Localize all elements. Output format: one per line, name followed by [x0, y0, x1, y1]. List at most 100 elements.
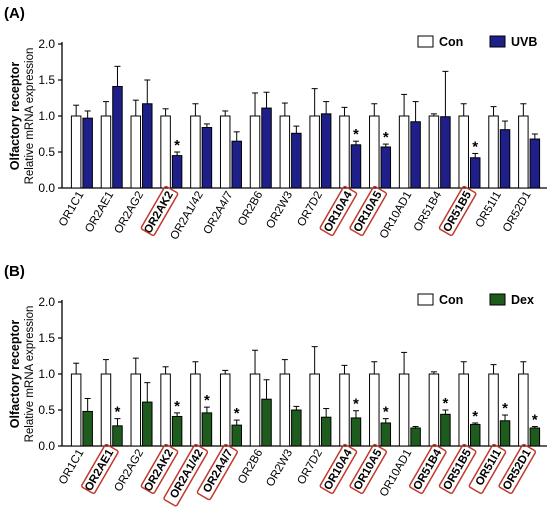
x-tick-label: OR7D2 [295, 190, 325, 229]
y-axis-subtitle: Relative mRNA expression [24, 306, 36, 443]
y-axis-title: Olfactory receptor [8, 320, 22, 429]
bar [171, 155, 183, 189]
highlight-box [349, 185, 388, 237]
y-tick-label: 0.0 [38, 439, 55, 453]
significance-marker: * [502, 400, 508, 417]
bar [160, 115, 171, 189]
legend-label: Con [439, 293, 463, 307]
bar [70, 115, 82, 189]
bar [261, 107, 272, 189]
highlight-box [409, 443, 447, 495]
x-tick-label: OR51I1 [474, 190, 504, 230]
highlight-box [140, 443, 179, 495]
y-tick-label: 1.0 [38, 367, 55, 381]
bar [100, 373, 112, 447]
significance-marker: * [174, 398, 180, 415]
chart-panel-b: (B) Olfactory receptor Relative mRNA expre… [4, 263, 547, 507]
y-axis-title: Olfactory receptor [8, 62, 22, 171]
x-tick-label: OR1C1 [57, 190, 87, 229]
bar [112, 85, 123, 189]
bar [320, 416, 332, 447]
x-tick-label: OR2A4/7 [202, 190, 236, 237]
bar [428, 373, 440, 447]
bar [142, 401, 153, 447]
y-tick-label: 2.0 [38, 37, 55, 51]
highlight-box [438, 185, 477, 237]
x-tick-label: OR7D2 [295, 448, 325, 487]
bar [440, 116, 451, 189]
bar [518, 373, 529, 447]
x-tick-label: OR2W3 [264, 448, 295, 489]
bar [499, 129, 511, 189]
bar [112, 425, 123, 447]
bar [231, 140, 242, 189]
highlight-box [81, 443, 119, 495]
legend-swatch [417, 293, 434, 306]
x-tick-label: OR52D1 [501, 190, 534, 235]
bar [100, 115, 112, 189]
y-tick-label: 0.5 [38, 403, 55, 417]
significance-marker: * [532, 412, 538, 429]
highlight-box [468, 443, 507, 495]
y-tick-label: 1.5 [38, 331, 55, 345]
significance-marker: * [383, 129, 389, 146]
x-tick-label: OR1C1 [57, 448, 87, 487]
y-axis-subtitle: Relative mRNA expression [24, 48, 36, 185]
significance-marker: * [234, 405, 240, 422]
bar [70, 373, 82, 447]
bar [219, 115, 231, 189]
bar [160, 373, 171, 447]
y-tick-label: 2.0 [38, 295, 55, 309]
bar [350, 417, 362, 447]
y-tick-label: 0.5 [38, 145, 55, 159]
bar [130, 373, 142, 447]
highlight-box [140, 185, 179, 237]
bar [428, 115, 440, 189]
bar [350, 144, 362, 189]
bar [309, 115, 320, 189]
bar [499, 420, 511, 447]
bar [279, 115, 291, 189]
significance-marker: * [442, 395, 448, 412]
x-tick-label: OR2W3 [264, 190, 295, 231]
legend-label: UVB [511, 35, 537, 49]
bar [201, 412, 213, 447]
significance-marker: * [353, 396, 359, 413]
y-tick-label: 1.5 [38, 73, 55, 87]
chart-panel-a: (A) Olfactory receptor Relative mRNA expre… [4, 5, 547, 242]
bar [440, 413, 451, 447]
bar [339, 115, 350, 189]
bar [130, 115, 142, 189]
significance-marker: * [472, 408, 478, 425]
bar [488, 373, 499, 447]
highlight-box [196, 443, 238, 501]
bar [410, 121, 421, 189]
bar [261, 398, 272, 447]
x-tick-label: OR2B6 [236, 190, 265, 229]
panel-label: (A) [4, 5, 25, 22]
bar [190, 115, 201, 189]
bar [380, 146, 392, 189]
bar [369, 373, 380, 447]
bar [320, 113, 332, 189]
legend-swatch [417, 35, 434, 48]
significance-marker: * [383, 404, 389, 421]
bar [201, 127, 213, 189]
bar [291, 409, 302, 447]
y-tick-label: 0.0 [38, 181, 55, 195]
bar [279, 373, 291, 447]
bar [291, 132, 302, 189]
bar [410, 427, 421, 447]
bar [190, 373, 201, 447]
bar [249, 115, 261, 189]
significance-marker: * [174, 137, 180, 154]
bar [518, 115, 529, 189]
significance-marker: * [353, 126, 359, 143]
bar [82, 410, 93, 447]
panel-label: (B) [4, 263, 25, 280]
legend-swatch [489, 35, 506, 48]
bar [339, 373, 350, 447]
legend-swatch [489, 293, 506, 306]
legend-label: Con [439, 35, 463, 49]
